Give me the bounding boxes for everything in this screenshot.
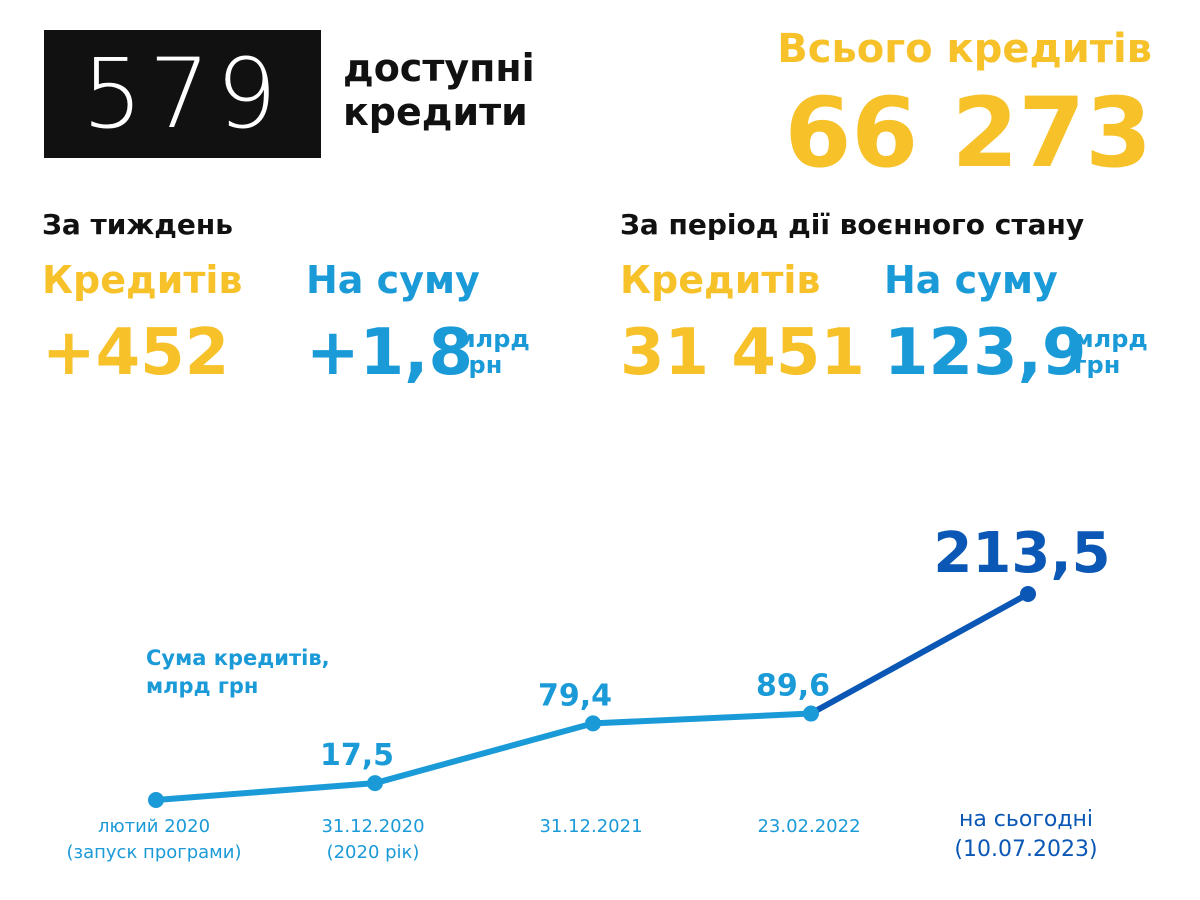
- martial-sum-unit-1: млрд: [1074, 325, 1148, 353]
- week-sum-label: На суму: [306, 258, 480, 302]
- total-value: 66 273: [784, 77, 1152, 189]
- logo-text: доступні кредити: [343, 46, 535, 134]
- martial-sum-unit-2: грн: [1074, 351, 1121, 379]
- logo-number: 579: [81, 38, 284, 150]
- chart-line-segment: [808, 590, 1031, 717]
- martial-credits-label: Кредитів: [620, 258, 821, 302]
- total-label: Всього кредитів: [777, 26, 1152, 72]
- chart-x-label: (10.07.2023): [954, 837, 1097, 862]
- chart-value-label: 213,5: [933, 521, 1110, 586]
- week-sum-unit-2: грн: [456, 351, 503, 379]
- chart-ylabel-line1: Сума кредитів,: [146, 646, 330, 670]
- chart-point: [148, 792, 164, 808]
- logo-box: 579: [44, 30, 321, 158]
- chart-x-label: лютий 2020: [98, 816, 210, 837]
- chart-x-label: на сьогодні: [959, 807, 1093, 832]
- logo-text-line1: доступні: [343, 46, 535, 90]
- chart-value-label: 17,5: [320, 738, 394, 773]
- martial-sum-value: 123,9: [884, 316, 1087, 390]
- martial-credits-value: 31 451: [620, 316, 865, 390]
- week-credits-value: +452: [42, 316, 230, 390]
- week-sum-unit-1: млрд: [456, 325, 530, 353]
- chart-x-label: (2020 рік): [327, 842, 420, 863]
- chart-point: [1020, 585, 1036, 602]
- week-title: За тиждень: [42, 208, 233, 241]
- chart-point: [585, 715, 601, 732]
- week-sum-unit: млрд грн: [456, 326, 530, 378]
- chart-x-label: 31.12.2021: [539, 816, 642, 837]
- chart-point: [367, 775, 383, 792]
- chart-line-segment: [153, 780, 378, 803]
- martial-sum-label: На суму: [884, 258, 1058, 302]
- chart-x-label: (запуск програми): [67, 842, 242, 863]
- week-credits-label: Кредитів: [42, 258, 243, 302]
- chart-x-label: 23.02.2022: [757, 816, 860, 837]
- chart-x-label: 31.12.2020: [321, 816, 424, 837]
- logo-text-line2: кредити: [343, 90, 528, 134]
- chart-ylabel-line2: млрд грн: [146, 674, 258, 698]
- chart-value-label: 89,6: [756, 669, 830, 704]
- martial-sum-unit: млрд грн: [1074, 326, 1148, 378]
- chart-line-segment: [590, 710, 814, 727]
- chart-line-segment: [372, 720, 596, 787]
- week-sum-value: +1,8: [306, 316, 473, 390]
- chart-point: [803, 705, 819, 722]
- martial-title: За період дії воєнного стану: [620, 208, 1085, 241]
- chart-value-label: 79,4: [538, 678, 612, 713]
